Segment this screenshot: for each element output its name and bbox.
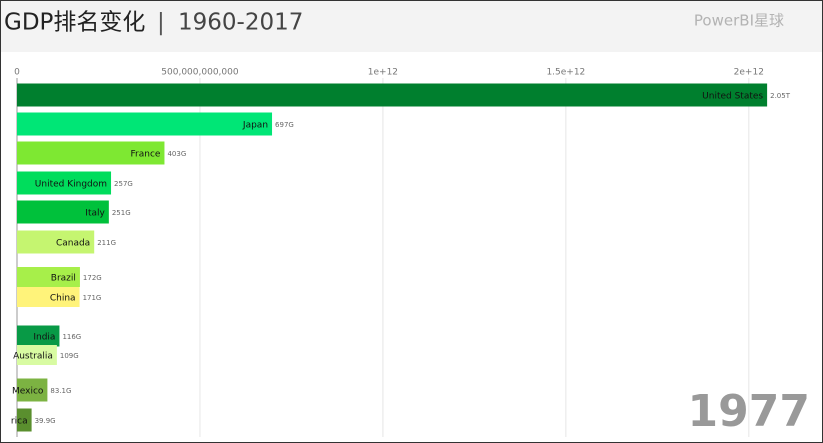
value-label: 83.1G xyxy=(50,387,71,395)
x-tick-label: 2e+12 xyxy=(734,68,764,78)
subtitle: 1960-2017 xyxy=(178,10,303,36)
value-label: 211G xyxy=(97,239,116,247)
bar-label: United States xyxy=(702,92,763,102)
bar-label: Italy xyxy=(85,209,105,219)
bar xyxy=(17,141,165,165)
x-tick-label: 1.5e+12 xyxy=(546,68,585,78)
bar-label: China xyxy=(50,294,76,304)
year-label: 1977 xyxy=(688,386,810,437)
value-label: 116G xyxy=(62,333,81,341)
bar xyxy=(17,171,112,195)
bar-label: Brazil xyxy=(51,274,76,284)
bar-label: rica xyxy=(11,417,28,427)
separator: | xyxy=(157,10,165,36)
bar xyxy=(17,230,95,254)
x-tick-label: 0 xyxy=(14,68,20,78)
value-label: 109G xyxy=(60,352,79,360)
x-tick-label: 500,000,000,000 xyxy=(161,68,239,78)
bar-label: Canada xyxy=(56,239,90,249)
bar-label: Japan xyxy=(242,121,268,131)
bar xyxy=(17,287,80,307)
bar xyxy=(17,378,48,402)
bar xyxy=(17,325,60,347)
bar-label: Australia xyxy=(13,352,53,362)
value-label: 403G xyxy=(167,150,186,158)
value-label: 251G xyxy=(112,209,131,217)
bar-label: United Kingdom xyxy=(35,180,107,190)
value-label: 39.9G xyxy=(35,417,56,425)
bar xyxy=(17,267,80,287)
bar-label: Mexico xyxy=(12,387,44,397)
bar-label: India xyxy=(33,333,55,343)
bar xyxy=(17,408,32,432)
brand: PowerBI星球 xyxy=(694,12,784,30)
header xyxy=(1,1,822,52)
bar xyxy=(17,200,109,224)
bar xyxy=(17,112,273,136)
value-label: 697G xyxy=(275,121,294,129)
bar-label: France xyxy=(131,150,161,160)
x-tick-label: 1e+12 xyxy=(368,68,398,78)
bar xyxy=(17,345,57,365)
value-label: 172G xyxy=(83,274,102,282)
value-label: 2.05T xyxy=(770,92,791,100)
value-label: 257G xyxy=(114,180,133,188)
value-label: 171G xyxy=(83,294,102,302)
bar xyxy=(17,83,768,107)
chart-title: GDP排名变化 xyxy=(4,10,145,36)
